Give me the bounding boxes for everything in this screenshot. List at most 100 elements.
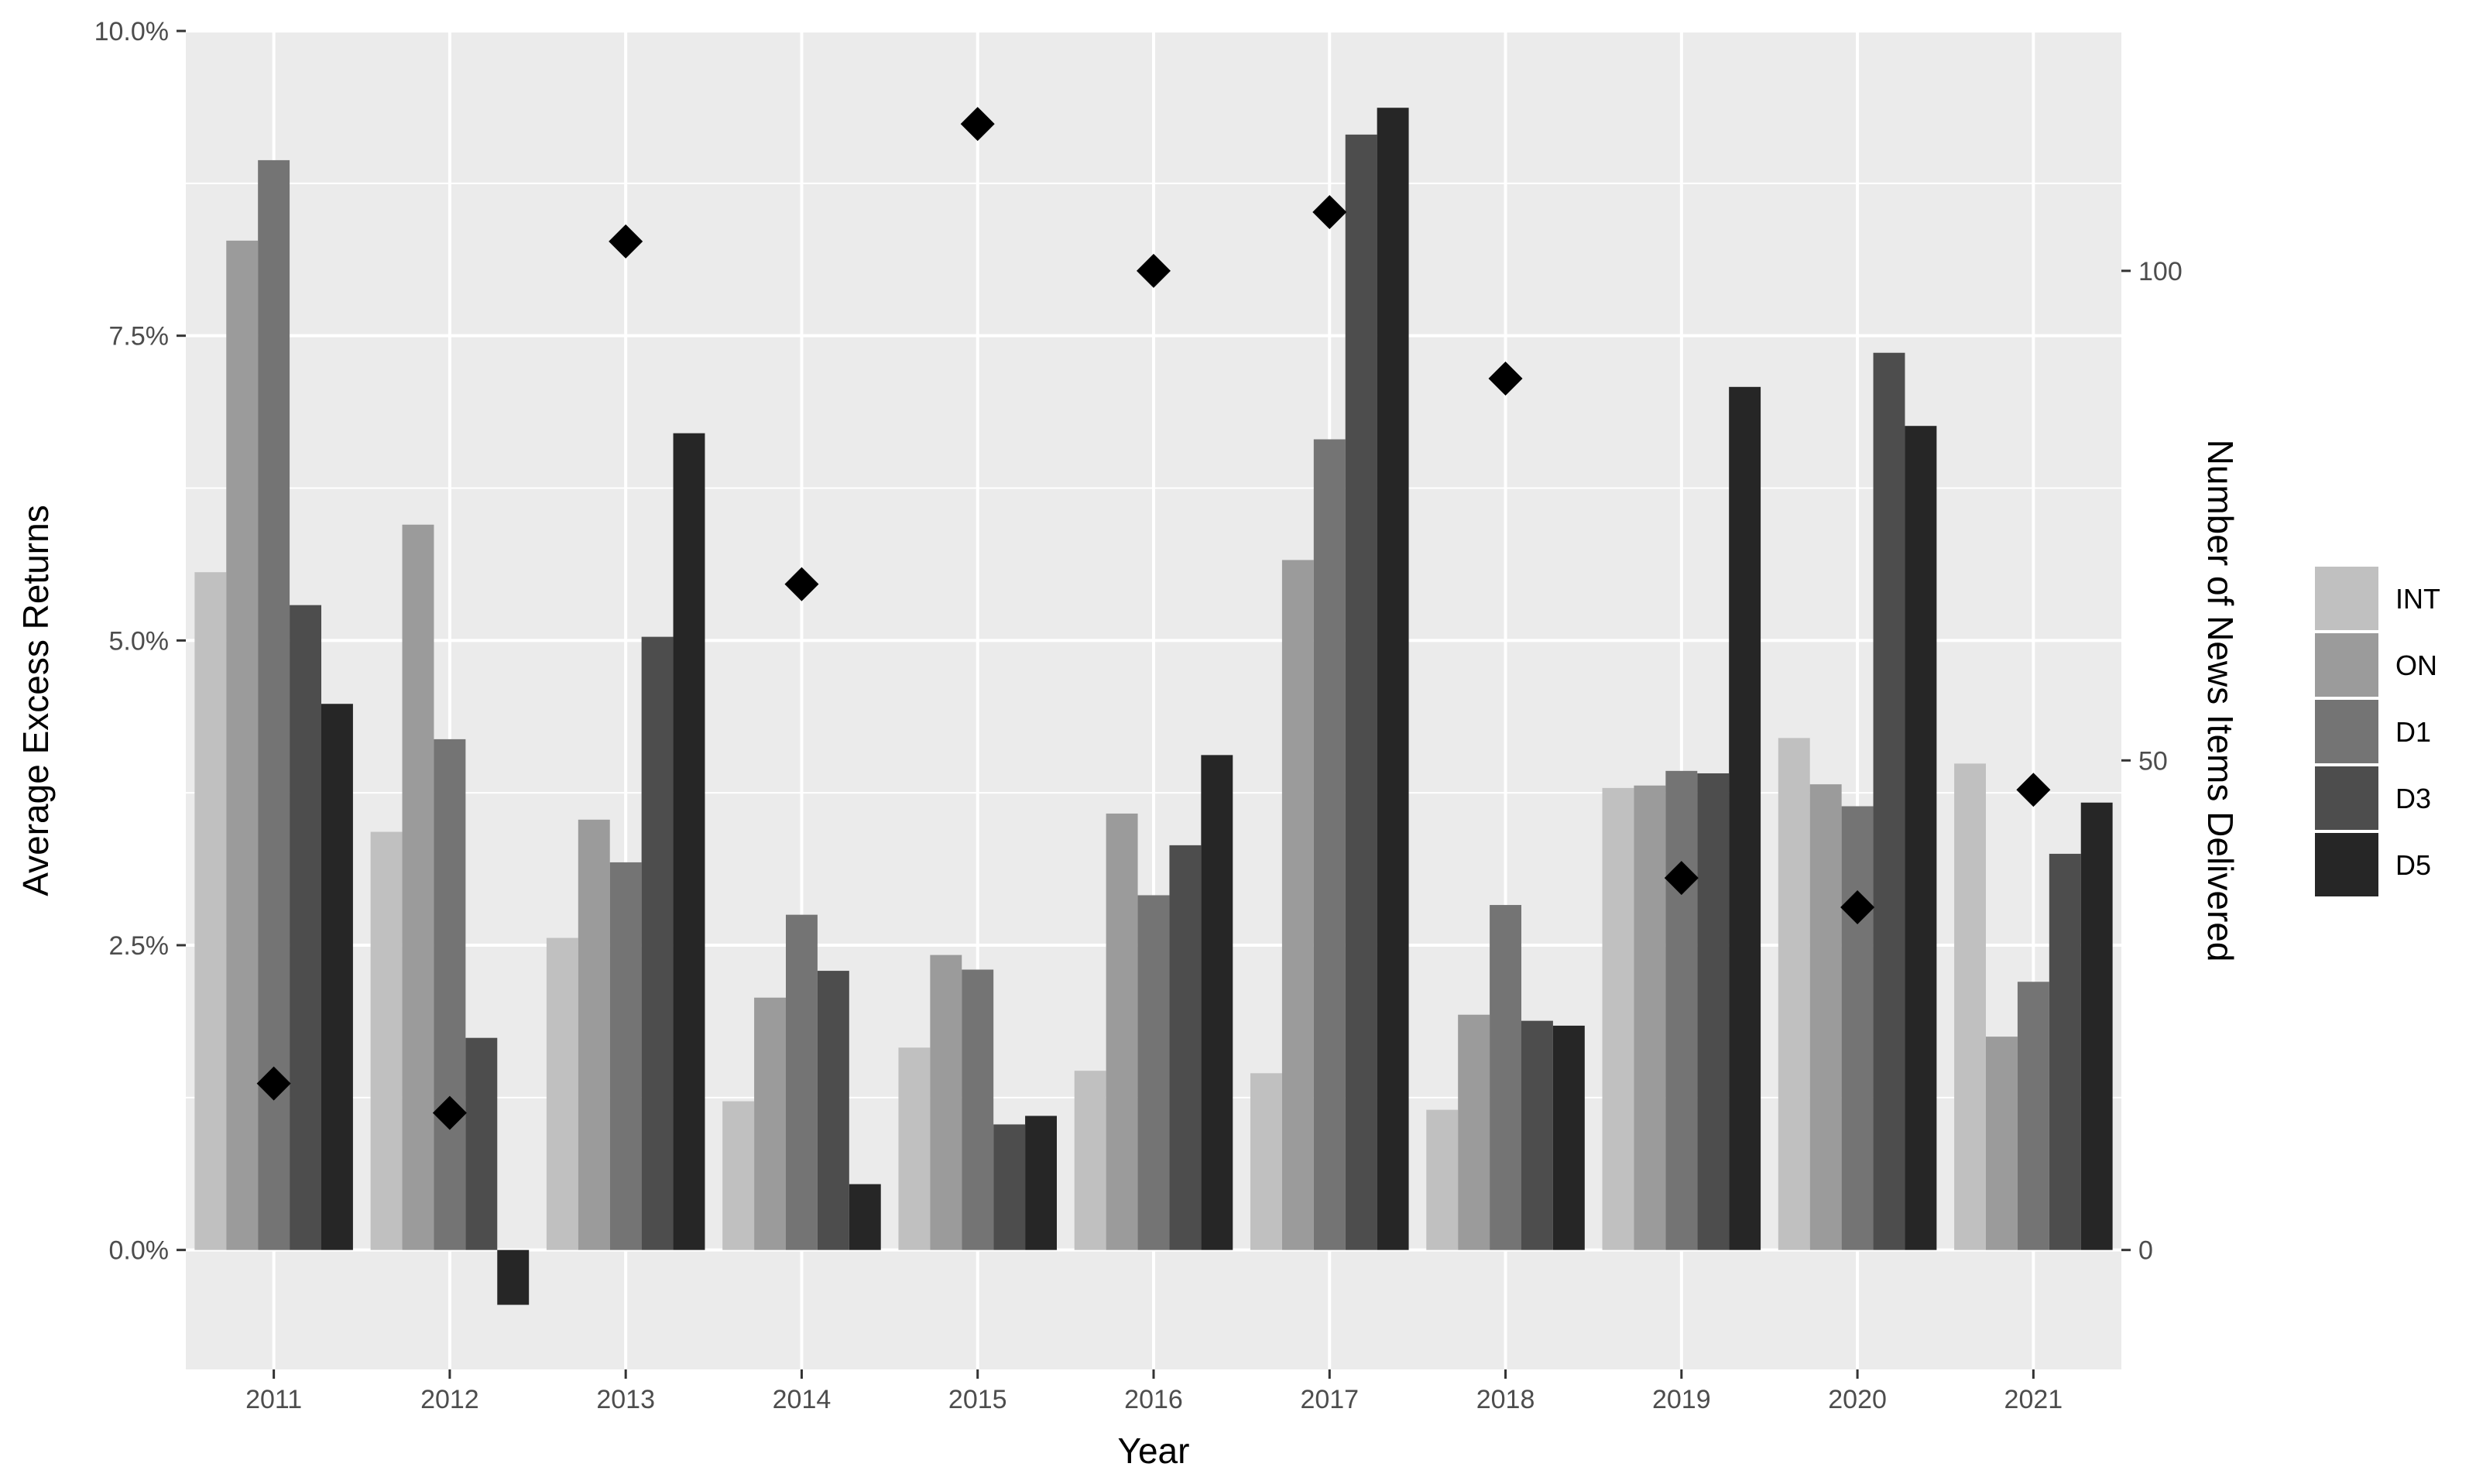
legend-label-on: ON bbox=[2395, 649, 2437, 681]
bar-d5-2017 bbox=[1377, 108, 1409, 1250]
y-axis-left: 0.0% 2.5% 5.0% 7.5% 10.0% bbox=[94, 17, 186, 1266]
news-items-point-2011 bbox=[256, 1066, 291, 1101]
y2-tick-label: 0 bbox=[2138, 1236, 2153, 1266]
bar-d5-2016 bbox=[1201, 755, 1233, 1250]
bar-d5-2011 bbox=[321, 704, 353, 1250]
x-tick-label: 2020 bbox=[1828, 1385, 1887, 1414]
bar-on-2012 bbox=[402, 524, 434, 1250]
bar-d1-2021 bbox=[2017, 982, 2049, 1250]
bar-on-2011 bbox=[226, 240, 259, 1250]
bar-d1-2014 bbox=[786, 914, 818, 1250]
bar-d1-2012 bbox=[434, 739, 466, 1250]
news-items-point-2017 bbox=[1312, 194, 1347, 229]
bar-d3-2014 bbox=[817, 971, 849, 1250]
y-tick-label: 5.0% bbox=[109, 626, 170, 656]
legend-label-d3: D3 bbox=[2395, 783, 2431, 814]
x-tick-label: 2011 bbox=[245, 1385, 302, 1414]
bar-d3-2011 bbox=[290, 605, 321, 1250]
legend-key-d5 bbox=[2315, 833, 2378, 896]
bar-d3-2019 bbox=[1697, 773, 1730, 1250]
x-tick-label: 2021 bbox=[2004, 1385, 2063, 1414]
x-tick-label: 2019 bbox=[1652, 1385, 1711, 1414]
y-axis-title: Average Excess Returns bbox=[15, 505, 56, 896]
bar-on-2020 bbox=[1809, 784, 1842, 1250]
y2-tick-label: 100 bbox=[2138, 257, 2183, 286]
news-items-point-2018 bbox=[1488, 362, 1523, 396]
bar-d1-2018 bbox=[1490, 905, 1521, 1250]
news-items-point-2013 bbox=[609, 224, 643, 259]
bar-on-2014 bbox=[754, 997, 786, 1250]
bar-on-2013 bbox=[578, 819, 610, 1250]
bar-d1-2017 bbox=[1313, 439, 1346, 1250]
bar-d1-2016 bbox=[1137, 895, 1170, 1250]
bar-d5-2019 bbox=[1729, 386, 1761, 1250]
bar-int-2013 bbox=[546, 937, 578, 1250]
bar-d5-2018 bbox=[1552, 1025, 1585, 1250]
bar-d1-2020 bbox=[1841, 806, 1874, 1250]
bar-int-2015 bbox=[898, 1047, 931, 1250]
y-tick-label: 0.0% bbox=[109, 1236, 170, 1266]
bar-on-2017 bbox=[1281, 560, 1314, 1250]
x-tick-label: 2012 bbox=[420, 1385, 479, 1414]
bar-d3-2020 bbox=[1873, 352, 1905, 1250]
bar-d5-2021 bbox=[2080, 802, 2113, 1250]
x-tick-label: 2015 bbox=[948, 1385, 1007, 1414]
news-items-point-2021 bbox=[2016, 773, 2051, 807]
y2-axis-title: Number of News Items Delivered bbox=[2200, 440, 2241, 962]
bar-d3-2015 bbox=[993, 1124, 1026, 1250]
bar-on-2021 bbox=[1986, 1037, 2018, 1250]
bar-d5-2015 bbox=[1025, 1116, 1057, 1250]
bar-int-2021 bbox=[1954, 763, 1986, 1250]
bar-d5-2014 bbox=[849, 1184, 881, 1250]
bar-d3-2012 bbox=[465, 1037, 498, 1250]
bar-int-2012 bbox=[370, 831, 403, 1250]
bar-int-2017 bbox=[1250, 1073, 1282, 1250]
y-axis-right: 0 50 100 bbox=[2121, 257, 2183, 1266]
news-items-point-2014 bbox=[784, 567, 819, 601]
legend-label-int: INT bbox=[2395, 583, 2440, 615]
news-item-points bbox=[256, 107, 2051, 1130]
news-items-point-2016 bbox=[1137, 253, 1171, 288]
bar-on-2015 bbox=[930, 954, 962, 1250]
bar-d5-2013 bbox=[673, 433, 705, 1250]
news-items-point-2019 bbox=[1664, 861, 1699, 896]
legend-key-int bbox=[2315, 567, 2378, 630]
x-tick-label: 2017 bbox=[1300, 1385, 1359, 1414]
legend-key-on bbox=[2315, 633, 2378, 697]
bar-int-2020 bbox=[1778, 738, 1810, 1250]
bar-int-2011 bbox=[194, 572, 227, 1250]
x-tick-label: 2016 bbox=[1124, 1385, 1183, 1414]
bar-int-2019 bbox=[1602, 787, 1634, 1250]
legend-key-d1 bbox=[2315, 700, 2378, 763]
bar-d5-2020 bbox=[1905, 426, 1937, 1250]
x-tick-label: 2014 bbox=[773, 1385, 832, 1414]
bar-int-2018 bbox=[1426, 1109, 1459, 1250]
bar-d1-2013 bbox=[609, 862, 642, 1250]
legend-label-d5: D5 bbox=[2395, 849, 2431, 881]
bar-on-2019 bbox=[1634, 785, 1666, 1250]
bar-d3-2021 bbox=[2049, 853, 2081, 1250]
bars bbox=[194, 108, 2113, 1305]
bar-on-2016 bbox=[1106, 813, 1138, 1250]
y-tick-label: 7.5% bbox=[109, 322, 170, 351]
y-tick-label: 10.0% bbox=[94, 17, 169, 46]
bar-int-2014 bbox=[722, 1101, 755, 1250]
bar-d3-2013 bbox=[641, 636, 674, 1250]
x-axis-title: Year bbox=[1118, 1431, 1190, 1471]
news-items-point-2015 bbox=[960, 107, 995, 142]
legend-key-d3 bbox=[2315, 766, 2378, 830]
x-tick-label: 2013 bbox=[596, 1385, 655, 1414]
bar-d3-2017 bbox=[1345, 134, 1377, 1250]
news-items-point-2020 bbox=[1840, 890, 1875, 925]
bar-int-2016 bbox=[1074, 1071, 1106, 1250]
bar-on-2018 bbox=[1458, 1014, 1490, 1250]
bar-d1-2019 bbox=[1665, 770, 1698, 1250]
x-tick-label: 2018 bbox=[1476, 1385, 1535, 1414]
legend: INT ON D1 D3 D5 bbox=[2315, 567, 2440, 896]
news-items-point-2012 bbox=[432, 1095, 467, 1130]
bar-d1-2015 bbox=[962, 969, 994, 1250]
bar-d3-2016 bbox=[1169, 845, 1202, 1250]
legend-label-d1: D1 bbox=[2395, 716, 2431, 748]
bar-d3-2018 bbox=[1521, 1020, 1553, 1250]
